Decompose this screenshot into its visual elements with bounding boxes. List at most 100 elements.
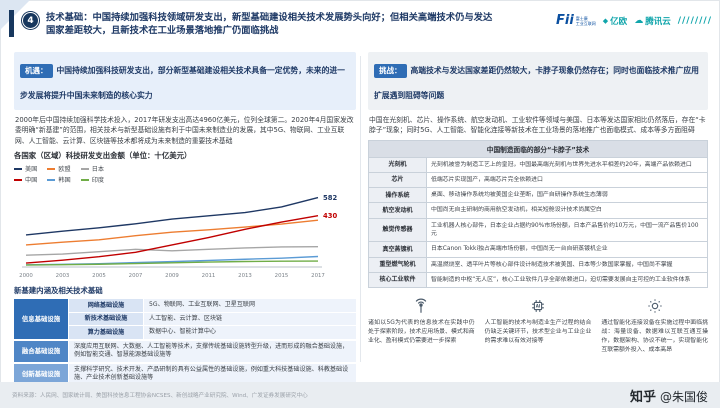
tech-desc: 高温燃烧室、透平叶片等核心部件设计制造技术被美国、日本等少数国家掌握，中国尚不掌… <box>431 261 673 268</box>
fii-sub-line2: 工业互联网 <box>575 20 596 26</box>
infra-row-label: 网络基础设施 <box>69 299 143 312</box>
challenge-item: 通过智能化连接设备在实施过程中面临挑战：海量设备、数据难以互联互通互操作，数据架… <box>601 297 708 356</box>
infra-row: 深度应用互联网、大数据、人工智能等技术，支撑传统基础设施转型升级，进而形成的融合… <box>69 340 356 362</box>
challenge-callout: 挑战： 高端技术与发达国家差距仍然较大，卡脖子现象仍然存在；同时也面临技术推广应用… <box>368 52 708 110</box>
x-tick-label: 2009 <box>165 273 179 279</box>
challenge-paragraph: 中国在光刻机、芯片、操作系统、航空发动机、工业软件等领域与美国、日本等发达国家相… <box>369 115 706 135</box>
infra-row-label: 算力基础设施 <box>69 326 143 339</box>
series-line <box>25 197 319 236</box>
accent-bar <box>9 10 14 37</box>
challenge-item: AI 人工智能的技术与制造业生产过程的结合仍缺乏关键环节，技术型企业与工业企业的需… <box>484 297 592 356</box>
x-tick-label: 2000 <box>19 273 33 279</box>
legend-label: 美国 <box>25 166 38 174</box>
logo-row: Fii 富士康 工业互联网 ◆ 亿欧 ☁ 腾讯云 //////// <box>556 13 712 28</box>
gear-icon <box>601 297 708 317</box>
watermark: 知乎 @朱国俊 <box>630 386 708 405</box>
cloud-icon: ☁ <box>634 15 644 26</box>
legend-swatch <box>14 167 22 170</box>
legend-swatch <box>80 167 89 170</box>
legend-label: 日本 <box>91 166 105 174</box>
infra-row-label: 新技术基础设施 <box>69 312 143 326</box>
stuck-table-title: 中国制造面临的部分“卡脖子”技术 <box>369 140 707 157</box>
infra-group: 信息基础设施 网络基础设施 5G、物联网、工业互联网、卫星互联网 新技术基础设施 人工智… <box>14 299 356 339</box>
series-line <box>25 215 319 264</box>
data-label: 582 <box>323 194 337 202</box>
stuck-table: 中国制造面临的部分“卡脖子”技术 光刻机 光刻机被誉为制造工艺上的皇冠，中国最高端… <box>368 139 708 289</box>
table-row: 操作系统 桌面、移动操作系统均被美国企业垄断，国产自研操作系统生态薄弱 <box>369 187 707 203</box>
opportunity-text: 中国持续加强科技研发支出，部分新型基础建设相关技术具备一定优势，未来的进一步发展… <box>20 66 345 100</box>
fii-logo-subtext: 富士康 工业互联网 <box>576 16 596 26</box>
infra-row-content: 人工智能、云计算、区块链 <box>144 312 356 326</box>
series-line <box>25 260 319 266</box>
infra-row-content: 5G、物联网、工业互联网、卫星互联网 <box>144 299 356 312</box>
fii-logo: Fii 富士康 工业互联网 <box>556 13 596 28</box>
legend-label: 印度 <box>91 177 105 185</box>
tech-desc: 光刻机被誉为制造工艺上的皇冠，中国最高端光刻机与世界先进水平相差约20年，高端产… <box>431 161 692 168</box>
signal-5g-icon <box>368 297 475 317</box>
section-number-badge: 4 <box>23 13 38 28</box>
legend-swatch <box>14 178 22 181</box>
tech-name: 核心工业软件 <box>369 272 427 288</box>
legend-swatch <box>80 178 89 181</box>
slide-title: 技术基础：中国持续加强科技领域研发支出，新型基础建设相关技术发展势头向好；但相关… <box>46 12 493 37</box>
table-row: 真空蒸镀机 日本Canon Tokki独占高端市场份额，中国尚无一台自研蒸镀机企业 <box>369 241 707 257</box>
yiou-diamond-icon: ◆ <box>602 16 609 25</box>
infra-group-rows: 网络基础设施 5G、物联网、工业互联网、卫星互联网 新技术基础设施 人工智能、云计算、… <box>69 299 356 339</box>
x-tick-label: 2017 <box>311 273 325 279</box>
series-line <box>25 246 319 257</box>
infra-row-content: 数据中心、智能计算中心 <box>144 326 356 339</box>
opportunity-callout: 机遇： 中国持续加强科技研发支出，部分新型基础建设相关技术具备一定优势，未来的进一… <box>14 52 356 110</box>
bottom-items: 诸如以5G为代表的信息技术在实践中仍处于探索阶段，技术应用场景、模式和商业化、盈… <box>368 297 708 356</box>
chart-title: 各国家（区域）科技研发支出金额（单位：十亿美元） <box>14 151 192 161</box>
tech-desc: 智能制造的中枢“无人区”，核心工业软件几乎全部依赖进口，迫切需要发展自主可控的工… <box>431 276 691 283</box>
tech-name: 重型燃气轮机 <box>369 257 427 272</box>
infra-row: 网络基础设施 5G、物联网、工业互联网、卫星互联网 <box>69 299 356 312</box>
fii-sub-line1: 富士康 <box>575 15 588 21</box>
tech-name: 操作系统 <box>369 188 427 203</box>
legend-swatch <box>47 178 56 181</box>
zhihu-logo: 知乎 <box>629 389 656 405</box>
x-tick-label: 2011 <box>202 273 216 279</box>
tech-name: 航空发动机 <box>369 203 427 218</box>
yiou-logo-text: 亿欧 <box>610 16 628 27</box>
x-tick-label: 2005 <box>92 273 106 279</box>
left-column: 机遇： 中国持续加强科技研发支出，部分新型基础建设相关技术具备一定优势，未来的进一… <box>14 52 356 385</box>
challenge-item-text: 通过智能化连接设备在实施过程中面临挑战：海量设备、数据难以互联互通互操作，数据架… <box>601 320 709 354</box>
legend-item: 日本 <box>80 164 105 174</box>
infra-section-title: 新基建内涵及相关技术基础 <box>14 286 103 296</box>
table-row: 核心工业软件 智能制造的中枢“无人区”，核心工业软件几乎全部依赖进口，迫切需要发展… <box>369 271 707 288</box>
footer: 资料来源：人民网、国家统计局、美国科技信息工程协会NCSES、新创战略产业研究院… <box>0 382 720 408</box>
slash-decoration: //////// <box>677 15 712 26</box>
legend-item: 中国 <box>14 175 37 184</box>
tech-desc: 日本Canon Tokki独占高端市场份额，中国尚无一台自研蒸镀机企业 <box>431 246 608 253</box>
challenge-text: 高端技术与发达国家差距仍然较大，卡脖子现象仍然存在；同时也面临技术推广应用扩展遇… <box>374 66 699 100</box>
infra-table: 信息基础设施 网络基础设施 5G、物联网、工业互联网、卫星互联网 新技术基础设施 人工智… <box>14 299 356 385</box>
yiou-logo: ◆ 亿欧 <box>603 15 627 27</box>
tech-desc: 低端芯片实现国产，高端芯片完全依赖进口 <box>431 176 543 183</box>
infra-row-content: 深度应用互联网、大数据、人工智能等技术，支撑传统基础设施转型升级，进而形成的融合… <box>69 340 356 362</box>
infra-group-rows: 支撑科学研究、技术开发、产品研制的具有公益属性的基础设施，例如重大科技基础设施、… <box>69 363 356 385</box>
legend-item: 韩国 <box>47 175 71 185</box>
chart-legend: 美国 欧盟 日本中国 韩国 印度 <box>14 164 134 184</box>
infra-group-rows: 深度应用互联网、大数据、人工智能等技术，支撑传统基础设施转型升级，进而形成的融合… <box>69 340 356 362</box>
tech-name: 芯片 <box>369 172 427 188</box>
right-column: 挑战： 高端技术与发达国家差距仍然较大，卡脖子现象仍然存在；同时也面临技术推广应用… <box>368 52 708 356</box>
challenge-item-text: 人工智能的技术与制造业生产过程的结合仍缺乏关键环节，技术型企业与工业企业的需求难… <box>484 320 592 345</box>
x-tick-label: 2013 <box>238 273 252 279</box>
stuck-table-body: 光刻机 光刻机被誉为制造工艺上的皇冠，中国最高端光刻机与世界先进水平相差约20年，… <box>369 156 707 288</box>
column-divider <box>360 56 361 362</box>
infra-group: 创新基础设施 支撑科学研究、技术开发、产品研制的具有公益属性的基础设施，例如重大科… <box>14 363 356 385</box>
challenge-item: 诸如以5G为代表的信息技术在实践中仍处于探索阶段，技术应用场景、模式和商业化、盈… <box>368 297 475 356</box>
infra-group-label: 创新基础设施 <box>14 363 68 385</box>
tech-name: 光刻机 <box>369 157 427 172</box>
data-label: 430 <box>323 212 337 220</box>
legend-item: 欧盟 <box>47 164 71 173</box>
ai-chip-icon: AI <box>485 297 592 317</box>
fii-logo-text: Fii <box>555 13 574 28</box>
legend-label: 韩国 <box>58 177 71 185</box>
tech-desc: 中国尚无自主研制的商用航空发动机，相关短舱设计技术尚属空白 <box>431 207 602 214</box>
table-row: 光刻机 光刻机被誉为制造工艺上的皇冠，中国最高端光刻机与世界先进水平相差约20年，… <box>369 156 707 172</box>
infra-row-content: 支撑科学研究、技术开发、产品研制的具有公益属性的基础设施，例如重大科技基础设施、… <box>69 363 356 385</box>
challenge-item-text: 诸如以5G为代表的信息技术在实践中仍处于探索阶段，技术应用场景、模式和商业化、盈… <box>368 320 475 345</box>
